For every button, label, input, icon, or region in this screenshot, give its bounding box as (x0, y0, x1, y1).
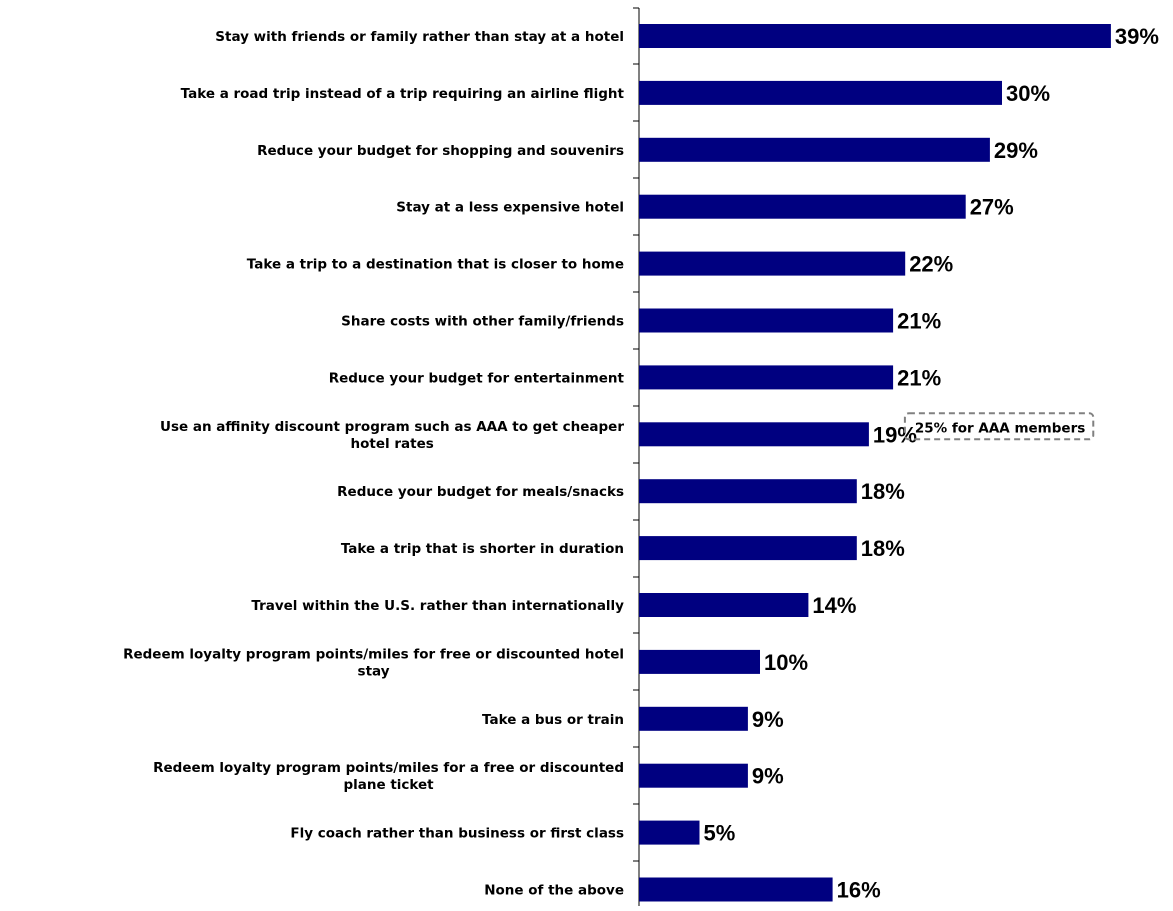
value-label: 30% (1006, 81, 1050, 106)
category-label: Redeem loyalty program points/miles for … (153, 760, 624, 776)
value-label: 9% (752, 764, 784, 789)
bar (639, 422, 869, 447)
value-label: 9% (752, 707, 784, 732)
value-label: 27% (970, 195, 1014, 220)
bar (639, 308, 894, 333)
value-label: 14% (812, 593, 856, 618)
bar (639, 479, 857, 504)
category-label: Stay at a less expensive hotel (396, 200, 624, 216)
value-label: 18% (861, 479, 905, 504)
value-label: 5% (704, 821, 736, 846)
category-label: Use an affinity discount program such as… (160, 419, 624, 435)
category-label: stay (358, 663, 390, 679)
category-label: Reduce your budget for meals/snacks (337, 484, 624, 500)
category-label: hotel rates (351, 436, 434, 452)
bar (639, 820, 700, 845)
bar (639, 137, 990, 162)
category-label: Redeem loyalty program points/miles for … (123, 646, 624, 662)
value-label: 19% (873, 422, 917, 447)
bar (639, 24, 1111, 48)
value-label: 21% (897, 365, 941, 390)
category-label: None of the above (484, 883, 624, 899)
category-label: Reduce your budget for shopping and souv… (257, 143, 624, 159)
category-label: Fly coach rather than business or first … (290, 826, 624, 842)
bar (639, 536, 857, 561)
bar (639, 763, 748, 788)
value-label: 22% (909, 252, 953, 277)
value-label: 16% (837, 878, 881, 903)
category-label: Take a trip to a destination that is clo… (247, 257, 624, 273)
bar (639, 877, 833, 902)
bar (639, 194, 966, 219)
bar (639, 649, 760, 674)
bar (639, 593, 809, 617)
category-label: Share costs with other family/friends (341, 314, 624, 330)
category-label: Take a trip that is shorter in duration (341, 541, 624, 557)
value-label: 39% (1115, 24, 1159, 49)
category-label: Reduce your budget for entertainment (329, 370, 625, 386)
category-label: Travel within the U.S. rather than inter… (251, 598, 624, 614)
value-label: 10% (764, 650, 808, 675)
value-label: 21% (897, 309, 941, 334)
callout-box (903, 412, 1095, 441)
callout-text: 25% for AAA members (915, 420, 1085, 436)
bar (639, 706, 748, 731)
value-label: 18% (861, 536, 905, 561)
category-label: Stay with friends or family rather than … (215, 29, 624, 45)
bar (639, 80, 1002, 105)
value-label: 29% (994, 138, 1038, 163)
category-label: plane ticket (343, 777, 434, 793)
bar (639, 365, 894, 390)
category-label: Take a bus or train (482, 712, 624, 728)
category-label: Take a road trip instead of a trip requi… (181, 86, 625, 102)
bar (639, 251, 906, 276)
